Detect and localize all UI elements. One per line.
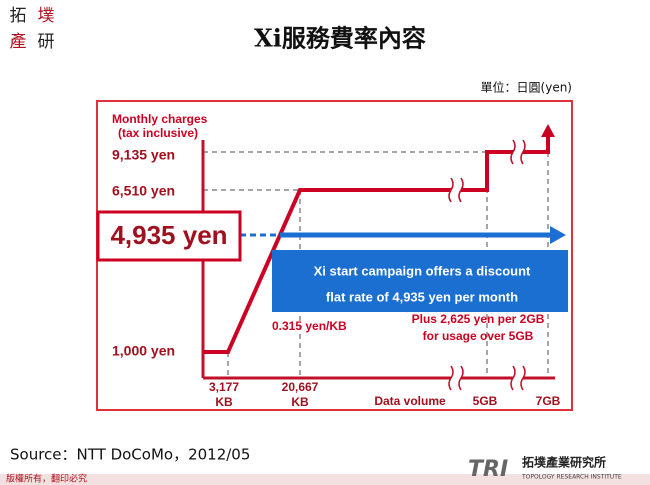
y-axis-title: (tax inclusive) — [118, 126, 198, 140]
title: Xi服務費率內容 — [254, 24, 426, 53]
unit: 單位：日圓(yen) — [481, 80, 572, 95]
highlight-box — [96, 210, 242, 262]
y-label: 9,135 yen — [112, 147, 175, 163]
x-label: KB — [291, 395, 309, 409]
org-name: 拓墣產業研究所 — [522, 455, 606, 470]
breaks — [448, 139, 526, 391]
campaign-arrow-head — [550, 226, 566, 244]
x-label: 5GB — [473, 394, 498, 408]
extra-note: Plus 2,625 yen per 2GB — [412, 312, 545, 326]
logo-char: 產 — [10, 32, 27, 52]
slope-note: 0.315 yen/KB — [272, 319, 347, 333]
org-abbr: TRI — [468, 457, 508, 482]
campaign-text: flat rate of 4,935 yen per month — [326, 289, 518, 304]
y-label: 1,000 yen — [112, 343, 175, 359]
x-axis-title: Data volume — [374, 394, 446, 408]
footer-bar — [0, 474, 650, 485]
campaign-box — [272, 250, 568, 312]
copyright: 版權所有，翻印必究 — [6, 473, 87, 485]
extra-note: for usage over 5GB — [423, 329, 534, 343]
logo-char: 墣 — [38, 6, 55, 26]
source: Source：NTT DoCoMo，2012/05 — [10, 446, 250, 464]
highlight-price: 4,935 yen — [110, 220, 227, 250]
y-label: 6,510 yen — [112, 183, 175, 199]
logo-char: 拓 — [10, 6, 27, 26]
org-en: TOPOLOGY RESEARCH INSTITUTE — [521, 474, 622, 481]
campaign-text: Xi start campaign offers a discount — [314, 263, 531, 278]
price-line — [203, 135, 550, 354]
arrow-head — [541, 124, 555, 137]
x-label: 7GB — [536, 394, 561, 408]
x-label: KB — [215, 395, 233, 409]
logo-box — [4, 4, 66, 56]
x-label: 3,177 — [209, 380, 239, 394]
y-axis-title: Monthly charges — [112, 112, 208, 126]
x-label: 20,667 — [282, 380, 319, 394]
logo-char: 研 — [38, 32, 55, 52]
